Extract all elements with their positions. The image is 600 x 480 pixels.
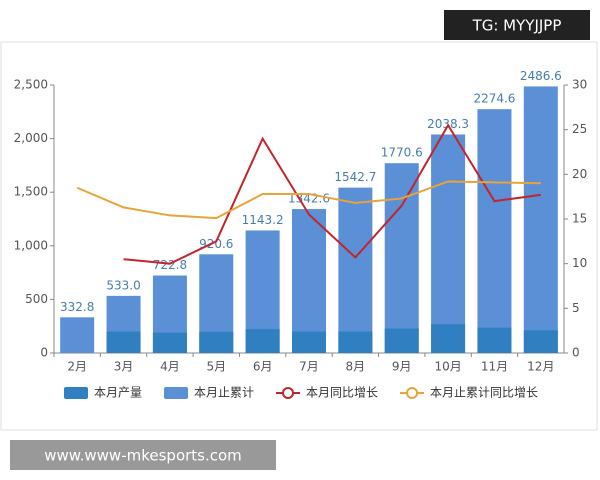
data-label: 1542.7 [334, 170, 376, 184]
bar [60, 317, 95, 353]
y-tick-label: 2,000 [14, 131, 48, 145]
bar [384, 163, 419, 353]
x-tick-label: 3月 [114, 360, 134, 374]
y2-tick-label: 20 [572, 167, 587, 181]
badge: TG: MYYJJPP [472, 17, 562, 35]
data-label: 920.6 [199, 237, 233, 251]
line [76, 180, 541, 220]
x-tick-label: 4月 [160, 360, 180, 374]
bar [292, 209, 326, 353]
legend-swatch [64, 387, 88, 399]
bar [523, 86, 558, 354]
y2-tick-label: 5 [572, 301, 580, 315]
x-tick-label: 7月 [299, 360, 319, 374]
bar [431, 134, 466, 353]
footer-box [10, 440, 276, 470]
data-label: 1770.6 [381, 146, 423, 160]
x-tick-label: 11月 [481, 360, 508, 374]
bar [431, 324, 466, 353]
legend-label: 本月同比增长 [306, 386, 378, 400]
x-tick-label: 6月 [253, 360, 273, 374]
data-label: 2486.6 [520, 69, 562, 83]
y-tick-label: 0 [40, 346, 48, 360]
bar [245, 329, 280, 353]
x-tick-label: 12月 [527, 360, 554, 374]
y2-tick-label: 0 [572, 346, 580, 360]
x-tick-label: 10月 [434, 360, 461, 374]
legend-label: 本月止累计 [194, 386, 254, 400]
legend-swatch [164, 387, 189, 399]
footer-url: www.www-mkesports.com [44, 447, 242, 465]
data-label: 332.8 [60, 300, 94, 314]
bar [152, 332, 187, 353]
x-tick-label: 9月 [392, 360, 412, 374]
y-tick-label: 500 [25, 292, 48, 306]
badge-box [444, 10, 590, 40]
y2-tick-label: 25 [572, 122, 587, 136]
data-label: 2274.6 [473, 92, 515, 106]
y2-tick-label: 30 [572, 78, 587, 92]
y-tick-label: 1,500 [14, 185, 48, 199]
y2-tick-label: 15 [572, 212, 587, 226]
bar [477, 109, 512, 354]
x-tick-label: 8月 [346, 360, 366, 374]
x-tick-label: 5月 [206, 360, 226, 374]
legend-swatch [406, 387, 419, 399]
bar [199, 331, 234, 353]
bar [477, 327, 512, 353]
line [123, 123, 541, 265]
data-label: 533.0 [106, 278, 140, 292]
y2-tick-label: 10 [572, 256, 587, 270]
bar [384, 328, 419, 353]
data-label: 1143.2 [242, 213, 284, 227]
bar [106, 331, 141, 353]
x-tick-label: 2月 [67, 360, 87, 374]
legend-swatch [282, 387, 295, 399]
bar [523, 330, 558, 353]
legend-label: 本月产量 [94, 386, 142, 400]
bar [338, 331, 373, 353]
bar [292, 331, 326, 353]
y-tick-label: 2,500 [14, 78, 48, 92]
legend-label: 本月止累计同比增长 [430, 386, 538, 400]
bar [338, 187, 373, 353]
y-tick-label: 1,000 [14, 238, 48, 252]
data-label: 722.8 [153, 258, 187, 272]
